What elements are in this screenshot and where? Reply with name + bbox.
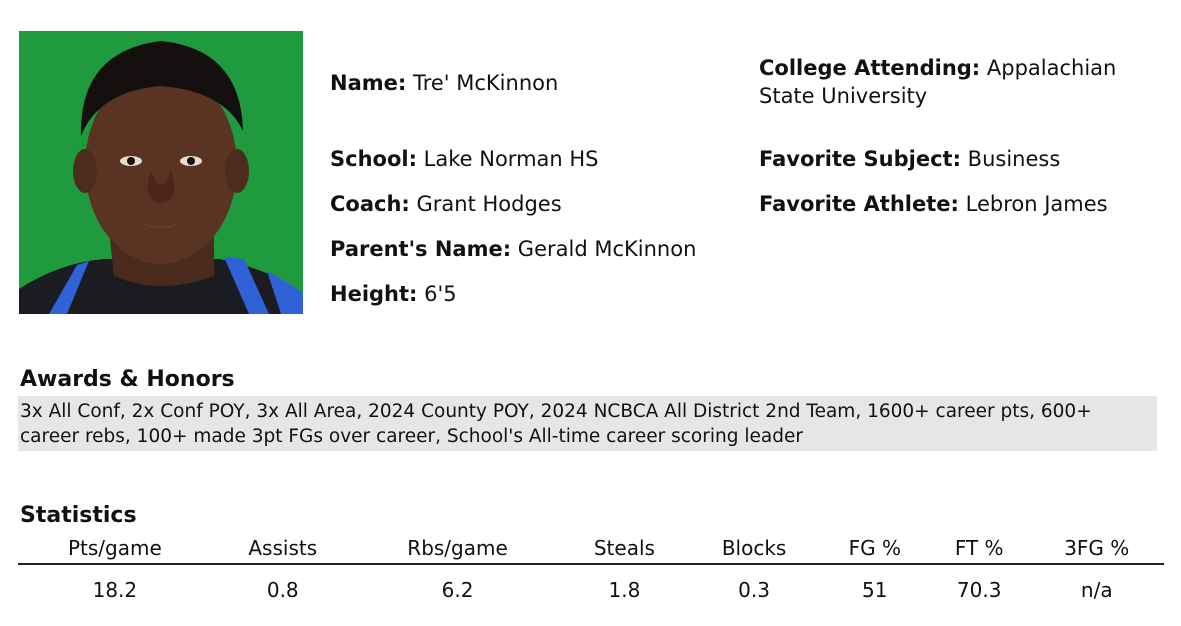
college-field: College Attending: Appalachian State Uni… bbox=[759, 54, 1159, 110]
statistics-value-row: 18.2 0.8 6.2 1.8 0.3 51 70.3 n/a bbox=[18, 564, 1164, 615]
awards-title: Awards & Honors bbox=[20, 367, 235, 392]
athlete-field: Favorite Athlete: Lebron James bbox=[759, 190, 1108, 218]
school-label: School: bbox=[330, 147, 417, 171]
college-label: College Attending: bbox=[759, 56, 981, 80]
awards-text: 3x All Conf, 2x Conf POY, 3x All Area, 2… bbox=[18, 396, 1157, 451]
stat-header-rebounds: Rbs/game bbox=[353, 532, 562, 565]
name-field: Name: Tre' McKinnon bbox=[330, 69, 558, 97]
parent-label: Parent's Name: bbox=[330, 237, 512, 261]
athlete-label: Favorite Athlete: bbox=[759, 192, 959, 216]
stat-value-steals: 1.8 bbox=[608, 578, 641, 602]
school-field: School: Lake Norman HS bbox=[330, 145, 599, 173]
coach-value: Grant Hodges bbox=[416, 192, 562, 216]
stat-value-ft: 70.3 bbox=[956, 578, 1002, 602]
parent-value: Gerald McKinnon bbox=[517, 237, 697, 261]
name-value: Tre' McKinnon bbox=[412, 71, 559, 95]
stat-header-blocks: Blocks bbox=[687, 532, 821, 565]
athlete-value: Lebron James bbox=[965, 192, 1108, 216]
stat-value-fg: 51 bbox=[862, 578, 888, 602]
subject-field: Favorite Subject: Business bbox=[759, 145, 1060, 173]
statistics-title: Statistics bbox=[20, 503, 137, 528]
player-photo bbox=[19, 31, 303, 314]
subject-value: Business bbox=[967, 147, 1061, 171]
stat-header-assists: Assists bbox=[211, 532, 354, 565]
college-value: Appalachian State University bbox=[759, 56, 1117, 108]
stat-value-rebounds: 6.2 bbox=[441, 578, 474, 602]
stat-value-pts: 18.2 bbox=[92, 578, 138, 602]
school-value: Lake Norman HS bbox=[423, 147, 599, 171]
statistics-table: Pts/game Assists Rbs/game Steals Blocks … bbox=[18, 532, 1164, 615]
coach-label: Coach: bbox=[330, 192, 410, 216]
coach-field: Coach: Grant Hodges bbox=[330, 190, 562, 218]
height-value: 6'5 bbox=[424, 282, 457, 306]
stat-value-assists: 0.8 bbox=[266, 578, 299, 602]
height-field: Height: 6'5 bbox=[330, 280, 457, 308]
name-label: Name: bbox=[330, 71, 407, 95]
stat-header-steals: Steals bbox=[561, 532, 688, 565]
stat-value-3fg: n/a bbox=[1080, 578, 1113, 602]
stat-value-blocks: 0.3 bbox=[738, 578, 770, 602]
stat-header-fg: FG % bbox=[820, 532, 929, 565]
stat-header-3fg: 3FG % bbox=[1029, 532, 1164, 565]
player-headshot-photo bbox=[19, 31, 303, 314]
parent-field: Parent's Name: Gerald McKinnon bbox=[330, 235, 696, 263]
subject-label: Favorite Subject: bbox=[759, 147, 961, 171]
statistics-header-row: Pts/game Assists Rbs/game Steals Blocks … bbox=[18, 532, 1164, 565]
stat-header-pts: Pts/game bbox=[18, 532, 212, 565]
height-label: Height: bbox=[330, 282, 418, 306]
stat-header-ft: FT % bbox=[928, 532, 1030, 565]
